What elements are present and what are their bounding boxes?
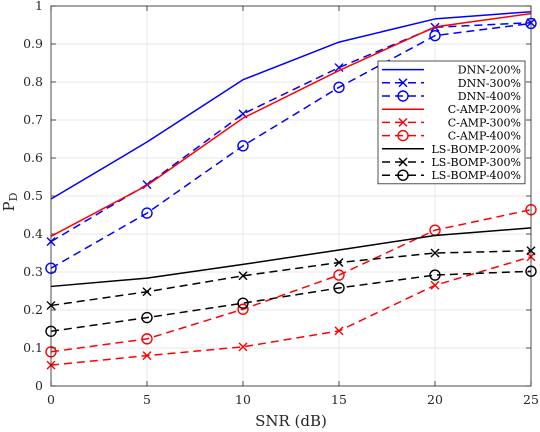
data-point [141,333,153,345]
legend-marker [397,169,409,181]
data-point [429,29,441,42]
y-tick-label: 0.6 [23,150,43,165]
data-point [429,269,441,281]
legend-label: DNN-300% [458,77,521,90]
legend-label: LS-BOMP-200% [432,143,522,156]
legend-item: C-AMP-400% [382,130,521,143]
y-axis-label-main: P [0,201,18,211]
legend-marker [397,129,409,142]
x-tick-label: 20 [427,392,443,407]
y-tick-label: 0 [35,378,43,393]
data-point [333,81,345,94]
data-point [334,258,344,267]
legend-label: C-AMP-200% [448,103,521,116]
data-point [237,297,249,309]
legend-label: C-AMP-400% [448,130,521,143]
legend-label: DNN-400% [458,90,521,103]
series-line-c-amp-300pct [50,256,532,366]
y-tick-label: 0.2 [23,302,43,317]
series-line-c-amp-400pct [50,208,532,353]
legend-item: DNN-300% [382,77,521,90]
data-point [238,342,248,352]
data-point [237,303,249,315]
y-tick-label: 1 [35,0,43,13]
legend-label: LS-BOMP-400% [432,169,522,182]
data-point [333,282,345,294]
x-tick-label: 5 [143,392,151,407]
data-point [334,63,344,73]
y-axis-label-sub: D [7,192,20,201]
x-tick-label: 10 [235,392,251,407]
y-tick-labels: 0 0.1 0.2 0.3 0.4 0.5 0.6 0.7 0.8 0.9 1 [23,0,43,393]
legend-item: DNN-200% [382,64,521,77]
y-tick-label: 0.8 [23,74,43,89]
data-point [334,326,344,336]
y-tick-label: 0.9 [23,36,43,51]
y-axis-label: PD [0,192,20,211]
series-dnn-200pct [50,10,532,200]
legend-item: LS-BOMP-200% [382,143,521,156]
series-layer [45,10,537,370]
data-point [430,280,440,290]
y-tick-label: 0.1 [23,340,43,355]
axis-ticks [50,5,532,387]
x-axis-label: SNR (dB) [255,412,327,430]
legend-marker [398,117,408,127]
series-line-dnn-200pct [50,10,532,200]
y-tick-label: 0.4 [23,226,43,241]
legend-label: DNN-200% [458,64,521,77]
legend-label: C-AMP-300% [448,116,521,129]
data-point [333,269,345,281]
series-line-dnn-400pct [50,22,532,269]
series-c-amp-200pct [50,12,532,237]
legend-item: C-AMP-200% [382,103,521,116]
legend-item: DNN-400% [382,90,521,103]
series-c-amp-300pct [46,252,536,370]
series-line-ls-bomp-300pct [50,249,532,307]
series-line-ls-bomp-200pct [50,227,532,288]
legend-item: LS-BOMP-400% [382,169,521,182]
data-point [141,207,153,219]
legend-marker [398,157,408,167]
data-point [430,248,440,258]
series-line-c-amp-200pct [50,12,532,237]
data-point [238,271,248,281]
x-tick-label: 15 [331,392,347,407]
data-point [142,351,152,361]
legend-marker [398,78,408,88]
legend-item: LS-BOMP-300% [382,156,521,169]
y-tick-label: 0.7 [23,112,43,127]
data-point [237,140,249,152]
data-point [142,287,152,297]
series-ls-bomp-400pct [45,265,537,337]
legend-label: LS-BOMP-300% [432,156,522,169]
x-tick-label: 25 [523,392,539,407]
series-ls-bomp-200pct [50,227,532,288]
y-tick-label: 0.3 [23,264,43,279]
x-tick-labels: 0 5 10 15 20 25 [47,392,539,407]
series-line-ls-bomp-400pct [50,270,532,333]
legend-marker [397,90,409,102]
legend: DNN-200%DNN-300%DNN-400%C-AMP-200%C-AMP-… [377,60,526,185]
legend-item: C-AMP-300% [382,116,521,129]
y-tick-label: 0.5 [23,188,43,203]
data-point [141,311,153,324]
x-tick-label: 0 [47,392,55,407]
